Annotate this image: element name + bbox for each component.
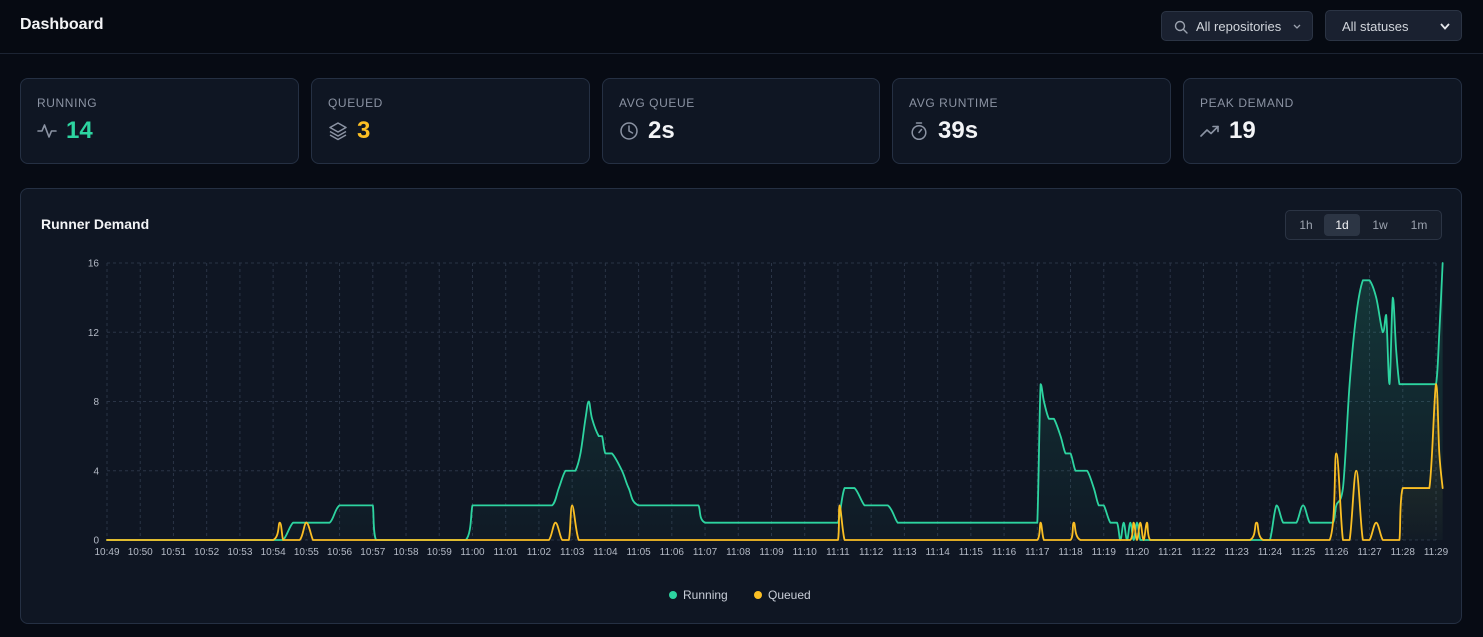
x-tick-label: 11:18 <box>1058 547 1083 558</box>
running-label: RUNNING <box>37 96 98 110</box>
range-1w-button[interactable]: 1w <box>1372 218 1388 232</box>
x-tick-label: 10:50 <box>128 547 153 558</box>
x-tick-label: 11:07 <box>693 547 718 558</box>
page-title: Dashboard <box>20 16 104 33</box>
avg-queue-label: AVG QUEUE <box>619 96 695 110</box>
x-tick-label: 10:54 <box>261 547 286 558</box>
x-tick-label: 11:01 <box>494 547 519 558</box>
x-tick-label: 11:13 <box>892 547 917 558</box>
y-tick-label: 12 <box>88 328 100 339</box>
avg-runtime-card: AVG RUNTIME 39s <box>892 78 1171 164</box>
trending-up-icon <box>1200 125 1219 137</box>
x-tick-label: 11:22 <box>1191 547 1216 558</box>
x-tick-label: 11:14 <box>925 547 950 558</box>
x-tick-label: 11:03 <box>560 547 585 558</box>
x-tick-label: 10:52 <box>194 547 219 558</box>
x-tick-label: 10:53 <box>227 547 252 558</box>
x-tick-label: 11:05 <box>626 547 651 558</box>
x-tick-label: 10:49 <box>94 547 119 558</box>
x-tick-label: 11:10 <box>793 547 818 558</box>
queued-series-line <box>106 383 1444 541</box>
x-tick-label: 11:28 <box>1391 547 1416 558</box>
legend-queued-label: Queued <box>768 588 811 602</box>
x-tick-label: 11:24 <box>1258 547 1283 558</box>
peak-demand-value: 19 <box>1229 117 1256 144</box>
panel-title: Runner Demand <box>41 216 150 232</box>
x-tick-label: 11:06 <box>660 547 685 558</box>
activity-icon <box>37 124 57 138</box>
status-filter-value: All statuses <box>1342 19 1409 34</box>
x-tick-label: 10:59 <box>427 547 452 558</box>
x-tick-label: 11:19 <box>1092 547 1117 558</box>
y-tick-label: 4 <box>93 466 99 477</box>
search-icon <box>1174 20 1188 34</box>
x-tick-label: 11:02 <box>527 547 552 558</box>
x-tick-label: 11:09 <box>759 547 784 558</box>
x-tick-label: 11:25 <box>1291 547 1316 558</box>
range-selector: 1h 1d 1w 1m <box>1285 210 1442 240</box>
legend-running-label: Running <box>683 588 728 602</box>
stopwatch-icon <box>911 122 927 141</box>
running-value: 14 <box>66 117 93 144</box>
avg-runtime-value: 39s <box>938 117 979 144</box>
x-tick-label: 11:23 <box>1225 547 1250 558</box>
legend-queued-dot <box>754 591 762 599</box>
avg-queue-value: 2s <box>648 117 675 144</box>
peak-demand-label: PEAK DEMAND <box>1200 96 1294 110</box>
y-tick-label: 8 <box>93 397 99 408</box>
clock-icon <box>620 122 638 140</box>
range-1m-button[interactable]: 1m <box>1410 218 1428 232</box>
chevron-down-icon <box>1293 24 1301 29</box>
x-tick-label: 10:55 <box>294 547 319 558</box>
x-tick-label: 11:29 <box>1424 547 1449 558</box>
runner-demand-panel: Runner Demand 1h 1d 1w 1m 0 4 8 12 16 10:49 10… <box>20 188 1462 624</box>
repository-filter[interactable]: All repositories <box>1161 11 1313 41</box>
x-tick-label: 11:15 <box>959 547 984 558</box>
legend-running-dot <box>669 591 677 599</box>
avg-runtime-label: AVG RUNTIME <box>909 96 999 110</box>
top-bar: Dashboard All repositories All statuses <box>0 0 1483 54</box>
x-tick-label: 11:11 <box>826 547 850 558</box>
runner-demand-chart: 0 4 8 12 16 10:49 10:50 10:51 10:52 10:53 10:54 10:… <box>88 259 1449 559</box>
x-tick-label: 10:57 <box>360 547 385 558</box>
queued-series-area <box>107 384 1443 540</box>
x-tick-label: 11:08 <box>726 547 751 558</box>
repository-filter-value: All repositories <box>1196 19 1282 34</box>
x-tick-label: 10:51 <box>161 547 186 558</box>
x-tick-label: 10:58 <box>394 547 419 558</box>
queued-label: QUEUED <box>328 96 383 110</box>
layers-icon <box>329 122 347 141</box>
y-tick-label: 0 <box>93 536 99 547</box>
status-filter[interactable]: All statuses <box>1325 10 1462 41</box>
x-tick-label: 11:17 <box>1025 547 1050 558</box>
x-tick-label: 11:26 <box>1324 547 1349 558</box>
range-1h-button[interactable]: 1h <box>1299 218 1313 232</box>
peak-demand-card: PEAK DEMAND 19 <box>1183 78 1462 164</box>
avg-queue-card: AVG QUEUE 2s <box>602 78 880 164</box>
x-tick-label: 11:16 <box>992 547 1017 558</box>
x-tick-label: 11:00 <box>460 547 485 558</box>
running-card: RUNNING 14 <box>20 78 299 164</box>
queued-value: 3 <box>357 117 371 144</box>
x-tick-label: 11:27 <box>1357 547 1382 558</box>
range-1d-button[interactable]: 1d <box>1324 214 1360 236</box>
y-tick-label: 16 <box>88 259 100 270</box>
x-tick-label: 11:04 <box>593 547 618 558</box>
x-tick-label: 11:21 <box>1158 547 1183 558</box>
x-tick-label: 11:20 <box>1125 547 1150 558</box>
queued-card: QUEUED 3 <box>311 78 590 164</box>
x-tick-label: 11:12 <box>859 547 884 558</box>
x-tick-label: 10:56 <box>327 547 352 558</box>
chevron-down-icon <box>1440 23 1450 30</box>
